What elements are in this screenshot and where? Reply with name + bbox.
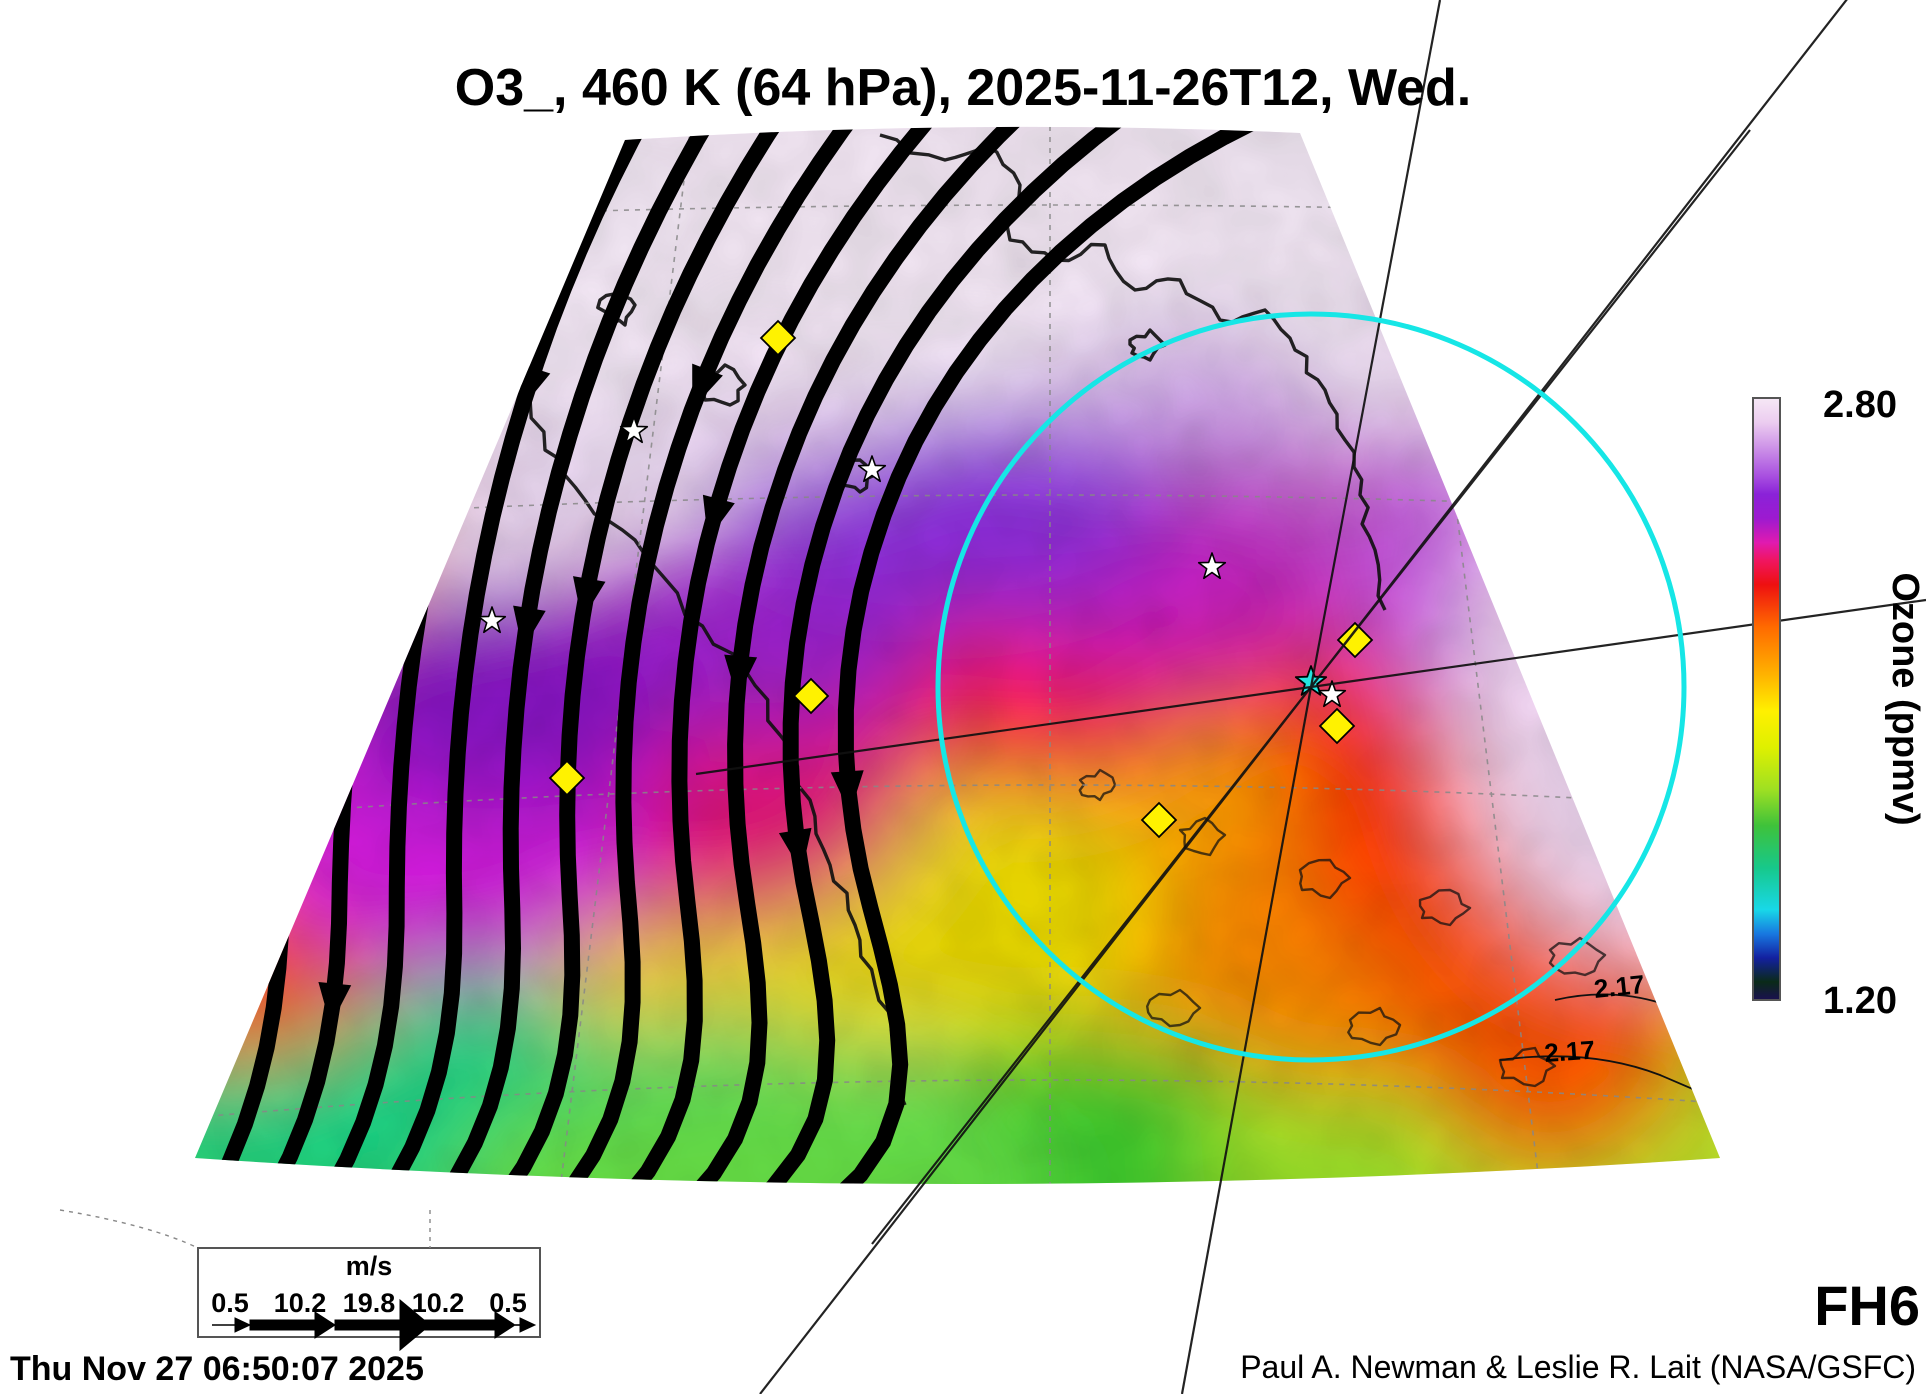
svg-text:Ozone (ppmv): Ozone (ppmv) xyxy=(1884,572,1926,825)
svg-text:FH6: FH6 xyxy=(1814,1274,1920,1337)
svg-text:Thu Nov 27 06:50:07 2025: Thu Nov 27 06:50:07 2025 xyxy=(10,1350,424,1388)
svg-text:2.17: 2.17 xyxy=(1592,969,1645,1004)
svg-text:m/s: m/s xyxy=(346,1251,393,1281)
svg-text:10.2: 10.2 xyxy=(412,1288,465,1318)
svg-text:2.17: 2.17 xyxy=(1543,1035,1596,1068)
svg-text:10.2: 10.2 xyxy=(274,1288,327,1318)
svg-text:2.80: 2.80 xyxy=(1823,384,1897,426)
svg-text:0.5: 0.5 xyxy=(211,1288,249,1318)
svg-text:19.8: 19.8 xyxy=(343,1288,396,1318)
svg-text:1.20: 1.20 xyxy=(1823,980,1897,1022)
svg-text:O3_, 460 K (64 hPa), 2025-11-2: O3_, 460 K (64 hPa), 2025-11-26T12, Wed. xyxy=(455,59,1471,117)
svg-text:Paul A. Newman & Leslie R. Lai: Paul A. Newman & Leslie R. Lait (NASA/GS… xyxy=(1240,1349,1916,1385)
